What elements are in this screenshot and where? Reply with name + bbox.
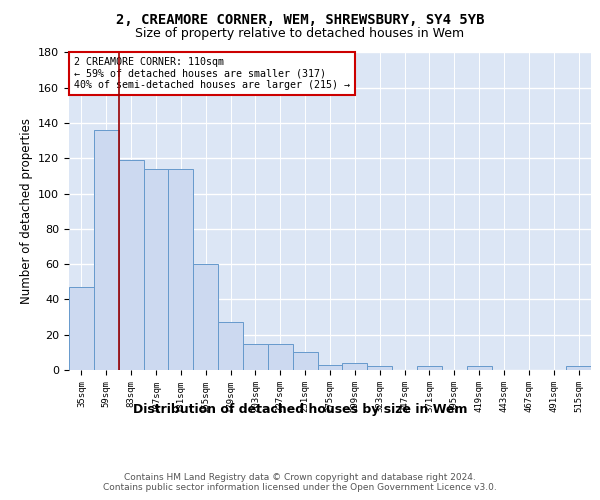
Y-axis label: Number of detached properties: Number of detached properties: [20, 118, 32, 304]
Text: Size of property relative to detached houses in Wem: Size of property relative to detached ho…: [136, 28, 464, 40]
Bar: [293, 352, 317, 370]
Bar: [343, 363, 367, 370]
Bar: [69, 287, 94, 370]
Bar: [268, 344, 293, 370]
Bar: [467, 366, 491, 370]
Text: 2, CREAMORE CORNER, WEM, SHREWSBURY, SY4 5YB: 2, CREAMORE CORNER, WEM, SHREWSBURY, SY4…: [116, 12, 484, 26]
Bar: [193, 264, 218, 370]
Bar: [94, 130, 119, 370]
Bar: [119, 160, 143, 370]
Bar: [417, 366, 442, 370]
Bar: [317, 364, 343, 370]
Text: Distribution of detached houses by size in Wem: Distribution of detached houses by size …: [133, 402, 467, 415]
Bar: [143, 169, 169, 370]
Bar: [367, 366, 392, 370]
Bar: [218, 322, 243, 370]
Text: Contains HM Land Registry data © Crown copyright and database right 2024.
Contai: Contains HM Land Registry data © Crown c…: [103, 472, 497, 492]
Text: 2 CREAMORE CORNER: 110sqm
← 59% of detached houses are smaller (317)
40% of semi: 2 CREAMORE CORNER: 110sqm ← 59% of detac…: [74, 58, 350, 90]
Bar: [169, 169, 193, 370]
Bar: [566, 366, 591, 370]
Bar: [243, 344, 268, 370]
